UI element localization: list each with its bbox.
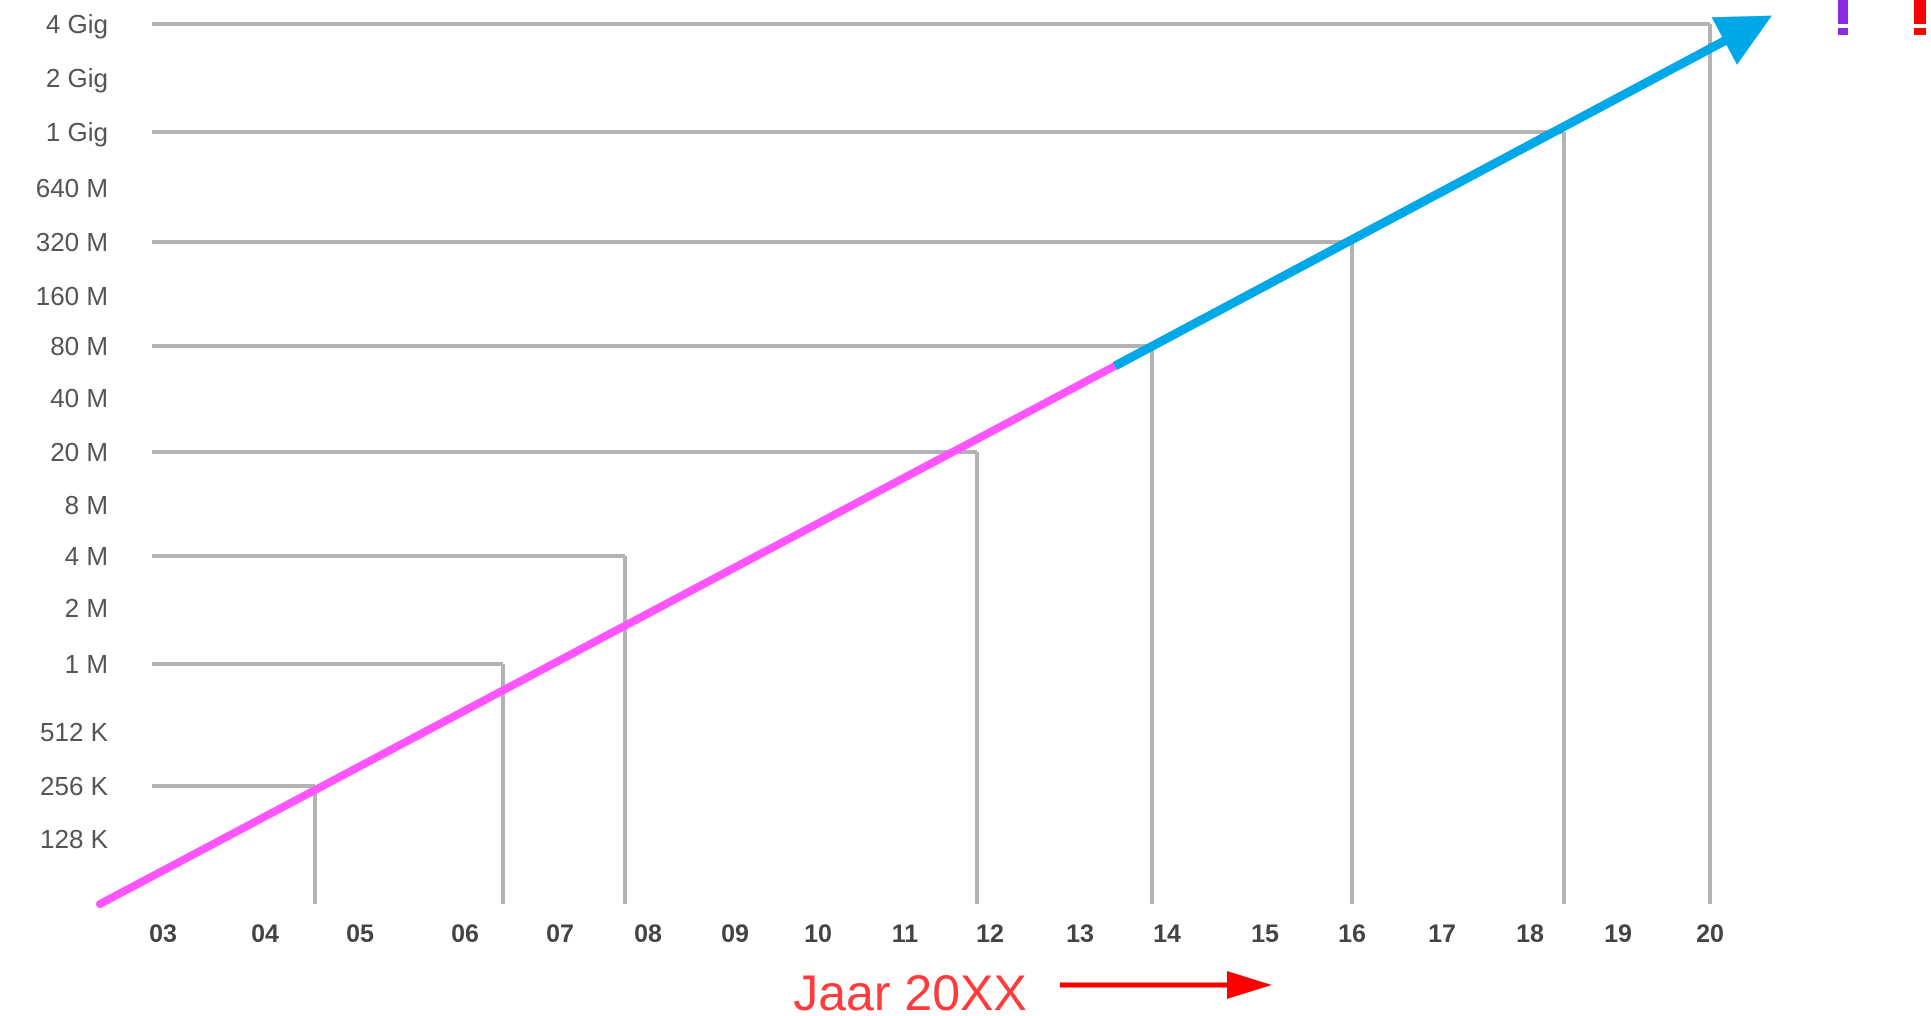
x-tick-label: 17 [1428,920,1456,948]
purple-exclamation-dot [1838,28,1848,35]
y-tick-label: 4 M [65,541,108,571]
gridlines [152,22,1712,904]
x-tick-label: 09 [721,920,749,948]
x-tick-label: 04 [251,920,279,948]
series-lines [96,15,1772,908]
x-tick-label: 12 [976,920,1004,948]
y-axis-ticks: 4 Gig 2 Gig 1 Gig 640 M 320 M 160 M 80 M 40 M 20… [36,9,109,854]
series-line-pink [96,362,1119,908]
y-tick-label: 2 M [65,593,108,623]
y-tick-label: 320 M [36,227,108,257]
y-tick-label: 40 M [50,383,108,413]
x-axis-ticks: 03 04 05 06 07 08 09 10 11 12 13 14 15 16 17 18 19 20 [149,920,1724,948]
x-tick-label: 18 [1516,920,1544,948]
x-tick-label: 15 [1251,920,1279,948]
series-line-blue [1112,15,1772,370]
x-tick-label: 10 [804,920,832,948]
x-tick-label: 20 [1696,920,1724,948]
x-tick-label: 14 [1153,920,1181,948]
red-exclamation-mark [1914,0,1926,24]
x-axis-arrow [1060,971,1272,999]
x-tick-label: 07 [546,920,574,948]
x-tick-label: 11 [892,920,919,948]
exclamation-marks [1838,0,1926,35]
y-tick-label: 4 Gig [46,9,108,39]
y-tick-label: 20 M [50,437,108,467]
x-tick-label: 03 [149,920,177,948]
y-tick-label: 80 M [50,331,108,361]
x-tick-label: 19 [1604,920,1632,948]
x-tick-label: 08 [634,920,662,948]
x-axis-title: Jaar 20XX [793,965,1026,1016]
red-exclamation-dot [1914,28,1926,35]
y-tick-label: 1 Gig [46,117,108,147]
y-tick-label: 640 M [36,173,108,203]
purple-exclamation-mark [1838,0,1848,24]
y-tick-label: 128 K [40,824,109,854]
y-tick-label: 8 M [65,490,108,520]
y-tick-label: 1 M [65,649,108,679]
y-tick-label: 160 M [36,281,108,311]
x-tick-label: 05 [346,920,374,948]
y-tick-label: 512 K [40,717,109,747]
y-tick-label: 256 K [40,771,109,801]
y-tick-label: 2 Gig [46,63,108,93]
x-tick-label: 06 [451,920,479,948]
x-tick-label: 13 [1066,920,1094,948]
x-tick-label: 16 [1338,920,1366,948]
